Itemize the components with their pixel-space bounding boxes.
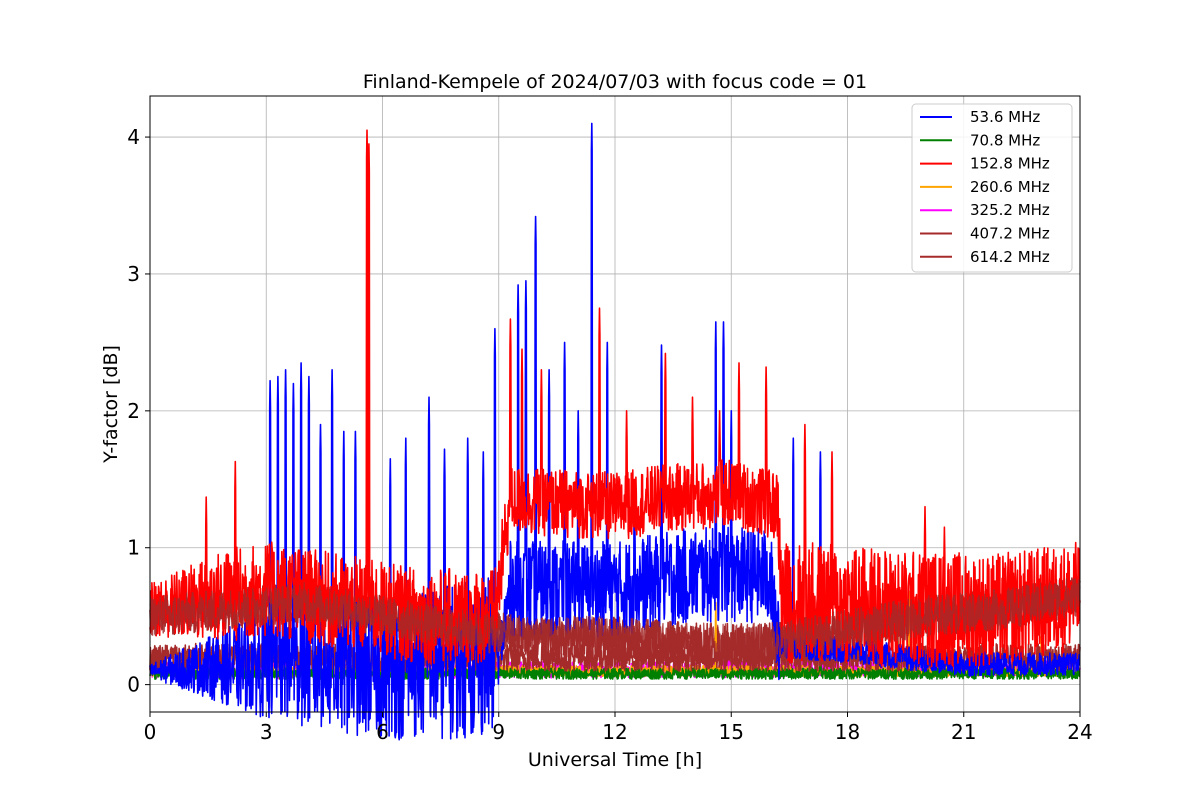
- x-tick-label: 0: [144, 720, 157, 744]
- legend-box: [911, 103, 1073, 273]
- legend-label-0: 53.6 MHz: [970, 108, 1040, 126]
- legend-label-1: 70.8 MHz: [970, 131, 1040, 149]
- series-line-0: [149, 122, 1081, 741]
- x-tick-label: 18: [835, 720, 860, 744]
- y-axis-label: Y-factor [dB]: [100, 345, 122, 464]
- x-tick-label: 9: [492, 720, 505, 744]
- y-axis: 0 1 2 3 4: [127, 125, 150, 697]
- y-tick-label: 3: [127, 262, 140, 286]
- x-tick-label: 15: [719, 720, 744, 744]
- legend-label-4: 325.2 MHz: [970, 201, 1050, 219]
- y-tick-label: 0: [127, 673, 140, 697]
- x-axis-label: Universal Time [h]: [528, 749, 702, 771]
- y-tick-label: 4: [127, 125, 140, 149]
- legend-label-2: 152.8 MHz: [970, 155, 1050, 173]
- series-lines: [149, 122, 1081, 741]
- chart-title: Finland-Kempele of 2024/07/03 with focus…: [363, 71, 867, 93]
- y-tick-label: 1: [127, 536, 140, 560]
- legend-label-6: 614.2 MHz: [970, 248, 1050, 266]
- series-line-6: [149, 578, 1081, 665]
- legend: 53.6 MHz 70.8 MHz 152.8 MHz 260.6 MHz 325.2…: [911, 103, 1073, 273]
- x-tick-label: 12: [602, 720, 627, 744]
- legend-label-5: 407.2 MHz: [970, 225, 1050, 243]
- y-tick-label: 2: [127, 399, 140, 423]
- x-tick-label: 3: [260, 720, 273, 744]
- legend-label-3: 260.6 MHz: [970, 178, 1050, 196]
- x-tick-label: 21: [951, 720, 976, 744]
- x-tick-label: 6: [376, 720, 389, 744]
- x-axis: 0 3 6 9 12 15 18 21 24: [144, 712, 1093, 744]
- series-line-2: [149, 129, 1081, 668]
- x-tick-label: 24: [1067, 720, 1092, 744]
